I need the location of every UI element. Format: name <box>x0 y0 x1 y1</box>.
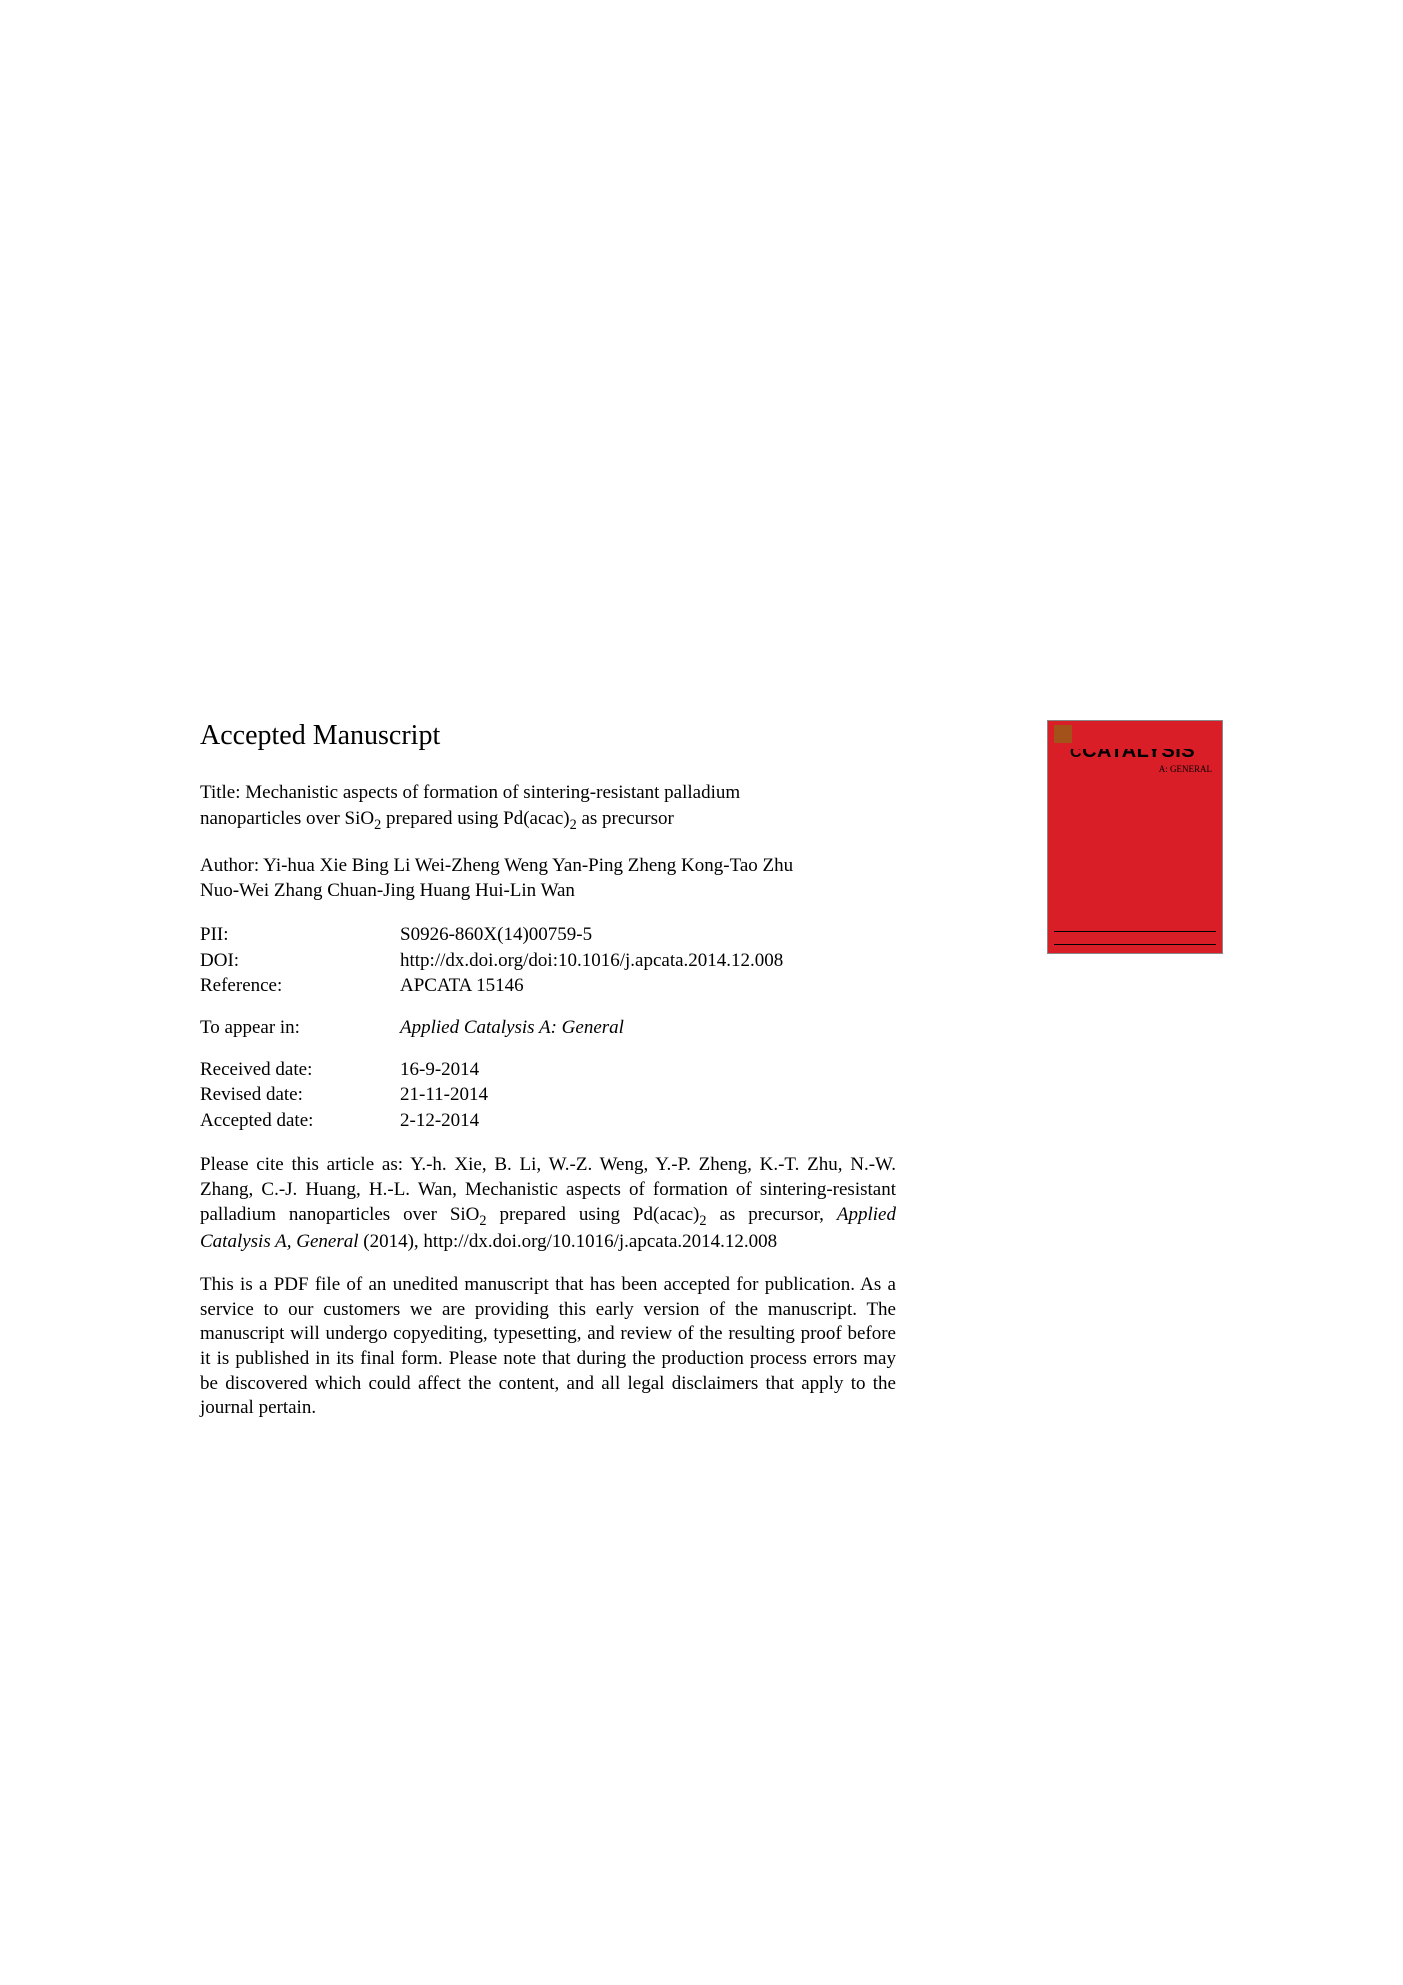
info-row-reference: Reference: APCATA 15146 <box>200 973 1080 999</box>
citation-part4: (2014), http://dx.doi.org/10.1016/j.apca… <box>359 1231 778 1252</box>
title-sub2: 2 <box>570 816 577 832</box>
disclaimer-text: This is a PDF file of an unedited manusc… <box>200 1273 896 1421</box>
revised-value: 21-11-2014 <box>400 1082 1080 1108</box>
info-row-pii: PII: S0926-860X(14)00759-5 <box>200 922 1080 948</box>
citation-part2: prepared using Pd(acac) <box>487 1204 700 1225</box>
manuscript-title: Title: Mechanistic aspects of formation … <box>200 780 800 835</box>
citation-sub1: 2 <box>479 1213 486 1229</box>
received-value: 16-9-2014 <box>400 1057 1080 1083</box>
received-label: Received date: <box>200 1057 400 1083</box>
citation-text: Please cite this article as: Y.-h. Xie, … <box>200 1153 896 1254</box>
doi-value: http://dx.doi.org/doi:10.1016/j.apcata.2… <box>400 948 1080 974</box>
info-row-received: Received date: 16-9-2014 <box>200 1057 1080 1083</box>
reference-value: APCATA 15146 <box>400 973 1080 999</box>
author-names: Yi-hua Xie Bing Li Wei-Zheng Weng Yan-Pi… <box>200 855 793 902</box>
manuscript-info-table: PII: S0926-860X(14)00759-5 DOI: http://d… <box>200 922 1080 1133</box>
manuscript-authors: Author: Yi-hua Xie Bing Li Wei-Zheng Wen… <box>200 853 800 904</box>
manuscript-content: Accepted Manuscript Title: Mechanistic a… <box>200 720 1080 1421</box>
appear-value: Applied Catalysis A: General <box>400 1015 1080 1041</box>
page-heading: Accepted Manuscript <box>200 720 1080 752</box>
citation-sub2: 2 <box>699 1213 706 1229</box>
title-part3: as precursor <box>577 808 674 829</box>
title-part2: prepared using Pd(acac) <box>381 808 569 829</box>
accepted-value: 2-12-2014 <box>400 1108 1080 1134</box>
revised-label: Revised date: <box>200 1082 400 1108</box>
info-row-accepted: Accepted date: 2-12-2014 <box>200 1108 1080 1134</box>
appear-label: To appear in: <box>200 1015 400 1041</box>
reference-label: Reference: <box>200 973 400 999</box>
title-prefix: Title: <box>200 782 245 803</box>
citation-part3: as precursor, <box>707 1204 837 1225</box>
info-row-revised: Revised date: 21-11-2014 <box>200 1082 1080 1108</box>
pii-label: PII: <box>200 922 400 948</box>
pii-value: S0926-860X(14)00759-5 <box>400 922 1080 948</box>
info-row-appear: To appear in: Applied Catalysis A: Gener… <box>200 1015 1080 1041</box>
doi-label: DOI: <box>200 948 400 974</box>
accepted-label: Accepted date: <box>200 1108 400 1134</box>
info-row-doi: DOI: http://dx.doi.org/doi:10.1016/j.apc… <box>200 948 1080 974</box>
author-prefix: Author: <box>200 855 263 876</box>
